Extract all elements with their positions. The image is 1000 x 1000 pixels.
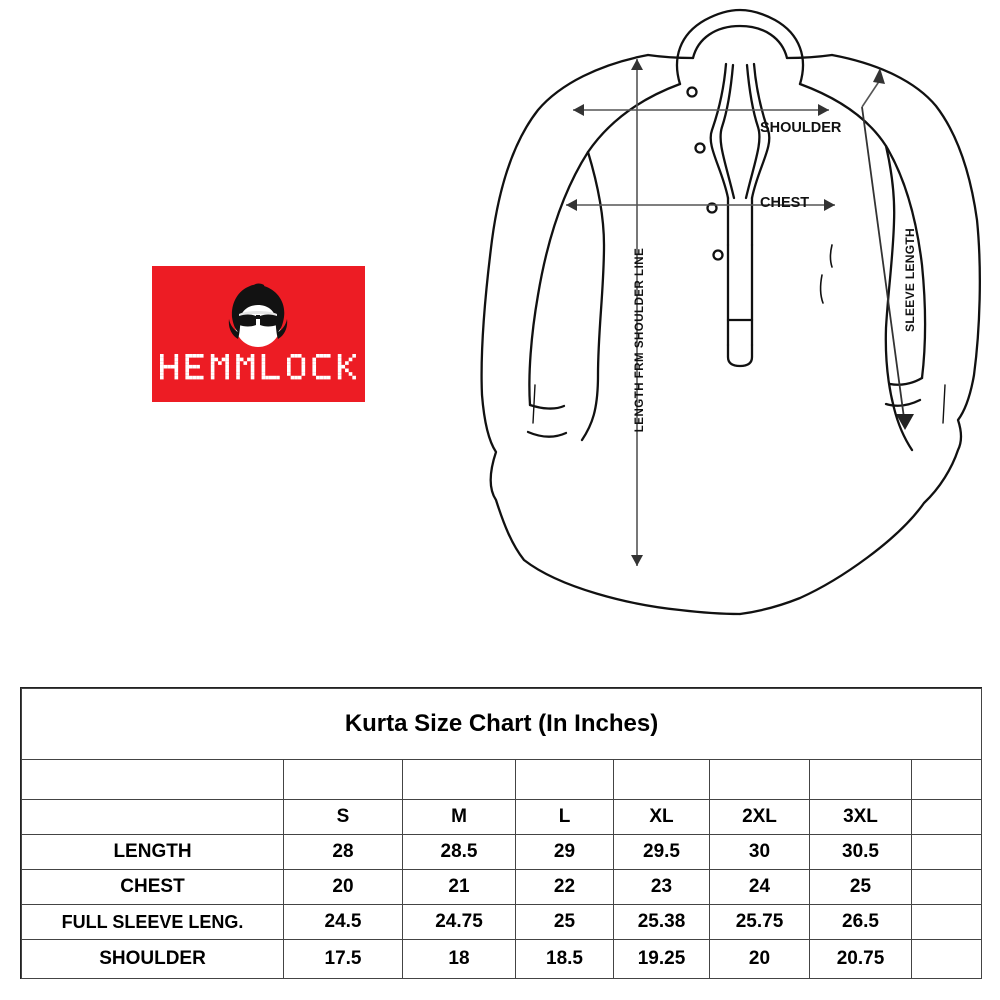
svg-text:LENGTH FRM SHOULDER LINE: LENGTH FRM SHOULDER LINE bbox=[634, 248, 646, 433]
svg-text:SLEEVE LENGTH: SLEEVE LENGTH bbox=[903, 228, 917, 332]
svg-text:SHOULDER: SHOULDER bbox=[760, 120, 842, 136]
svg-text:CHEST: CHEST bbox=[760, 195, 809, 211]
